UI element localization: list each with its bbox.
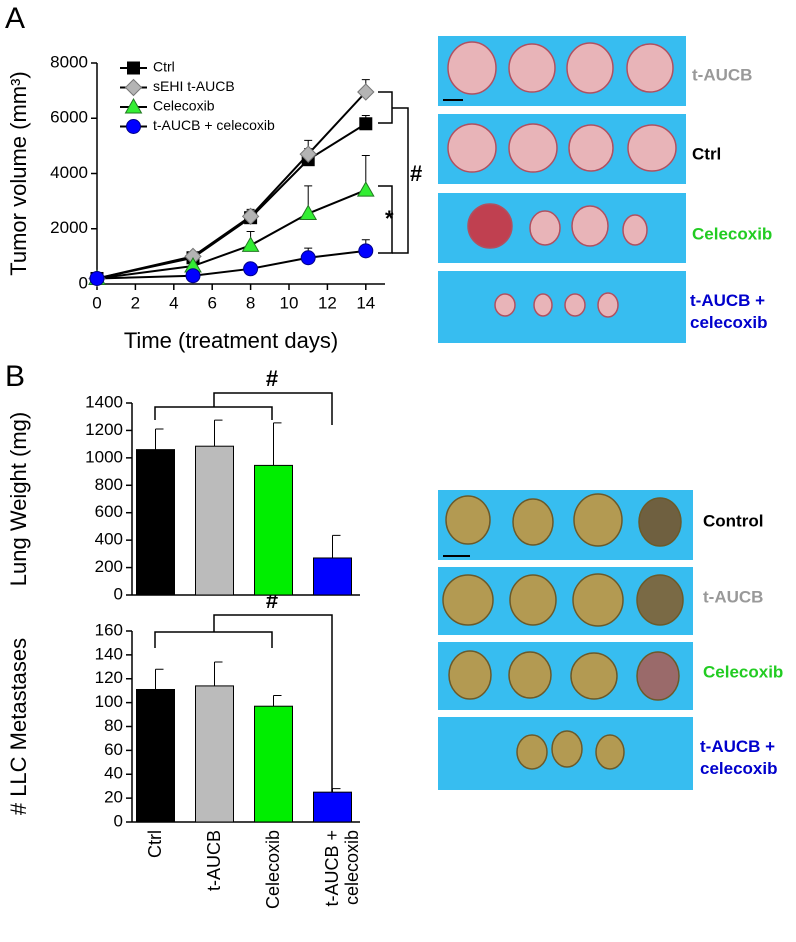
x-tick-label: 10 [280,293,299,312]
y-tick-label: 1200 [85,420,123,439]
y-tick-label: 6000 [50,108,88,127]
legend-label: Ctrl [153,59,175,75]
marker [358,243,374,259]
legend-label: t-AUCB + celecoxib [153,117,275,133]
brackets [154,91,409,815]
x-tick-label: 14 [356,293,375,312]
photo-label-box: t-AUCB + celecoxib [690,291,768,332]
bar [254,705,293,823]
series-line [96,249,366,280]
panel-label: A [5,2,25,35]
y-tick-label: 1400 [85,392,123,411]
marker [299,204,318,221]
photo-label: t-AUCB + celecoxib [690,291,768,332]
marker [299,145,317,163]
x-tick-label: 0 [92,293,101,312]
y-tick-label: 140 [95,644,123,663]
y-tick-label: 60 [104,740,123,759]
y-tick-label: 80 [104,716,123,735]
y-tick-label: 0 [114,584,123,603]
tumors [447,41,677,318]
tumor-photos [438,36,686,343]
error-bar [155,428,164,450]
lung-photos [438,490,693,790]
error-bar [214,419,223,447]
y-axis-title: Tumor volume (mm³) [6,71,31,276]
photo-label-box: t-AUCB + celecoxib [700,737,778,778]
annotation: * [385,206,394,231]
x-tick-label: Celecoxib [262,830,283,910]
photo-label: Ctrl [692,144,721,163]
annotation: # [266,366,278,391]
marker [241,236,260,252]
marker [241,207,260,226]
y-axis-title: # LLC Metastases [6,638,31,815]
panel-label: B [5,360,25,393]
x-tick-label: 12 [318,293,337,312]
annotation: # [410,161,422,186]
bar [195,445,234,596]
y-tick-label: 4000 [50,163,88,182]
y-tick-label: 120 [95,668,123,687]
y-tick-label: 1000 [85,447,123,466]
marker [185,268,201,284]
photo-label: t-AUCB [703,587,763,606]
legend-label: sEHI t-AUCB [153,78,235,94]
bar [313,791,352,823]
y-tick-label: 100 [95,692,123,711]
series-line [96,189,367,280]
y-tick-label: 160 [95,620,123,639]
photo-label: Celecoxib [692,224,772,243]
error-bar [155,668,164,690]
y-tick-label: 40 [104,764,123,783]
y-tick-label: 0 [79,273,88,292]
y-tick-label: 8000 [50,52,88,71]
x-tick-label: 6 [207,293,216,312]
marker [89,270,105,286]
legend-label: Celecoxib [153,98,215,114]
legend-marker [127,61,140,75]
error-bar [273,422,282,466]
x-tick-label: t-AUCB [203,830,224,892]
photo-label: t-AUCB + celecoxib [700,737,778,778]
legend-marker [124,78,143,97]
y-tick-label: 200 [95,557,123,576]
error-bar [332,534,341,558]
error-bar [273,694,282,707]
bar [254,464,293,596]
legend-marker [126,119,141,134]
photo [438,271,686,343]
y-axis-title: Lung Weight (mg) [6,412,31,586]
x-axis-title: Time (treatment days) [124,328,338,353]
photo-label: t-AUCB [692,65,752,84]
x-tick-label: t-AUCB + celecoxib [321,830,362,907]
photo-label: Celecoxib [703,662,783,681]
bar [136,688,175,823]
lungs [442,493,684,770]
x-tick-label: 4 [169,293,178,312]
legend-marker [124,97,143,114]
marker [243,261,259,277]
error-bar [332,788,341,793]
y-tick-label: 600 [95,502,123,521]
bar [195,685,234,823]
y-tick-label: 0 [114,811,123,830]
error-bar [214,661,223,686]
photo-label: Control [703,511,763,530]
x-tick-label: Ctrl [144,830,165,858]
y-tick-label: 400 [95,530,123,549]
marker [359,117,373,131]
bar [136,449,175,596]
x-tick-label: 8 [246,293,255,312]
x-tick-label: 2 [131,293,140,312]
y-tick-label: 20 [104,788,123,807]
y-tick-label: 800 [95,475,123,494]
bar [313,557,352,596]
marker [357,83,375,101]
y-tick-label: 2000 [50,218,88,237]
marker [300,250,316,266]
marker [356,181,375,197]
